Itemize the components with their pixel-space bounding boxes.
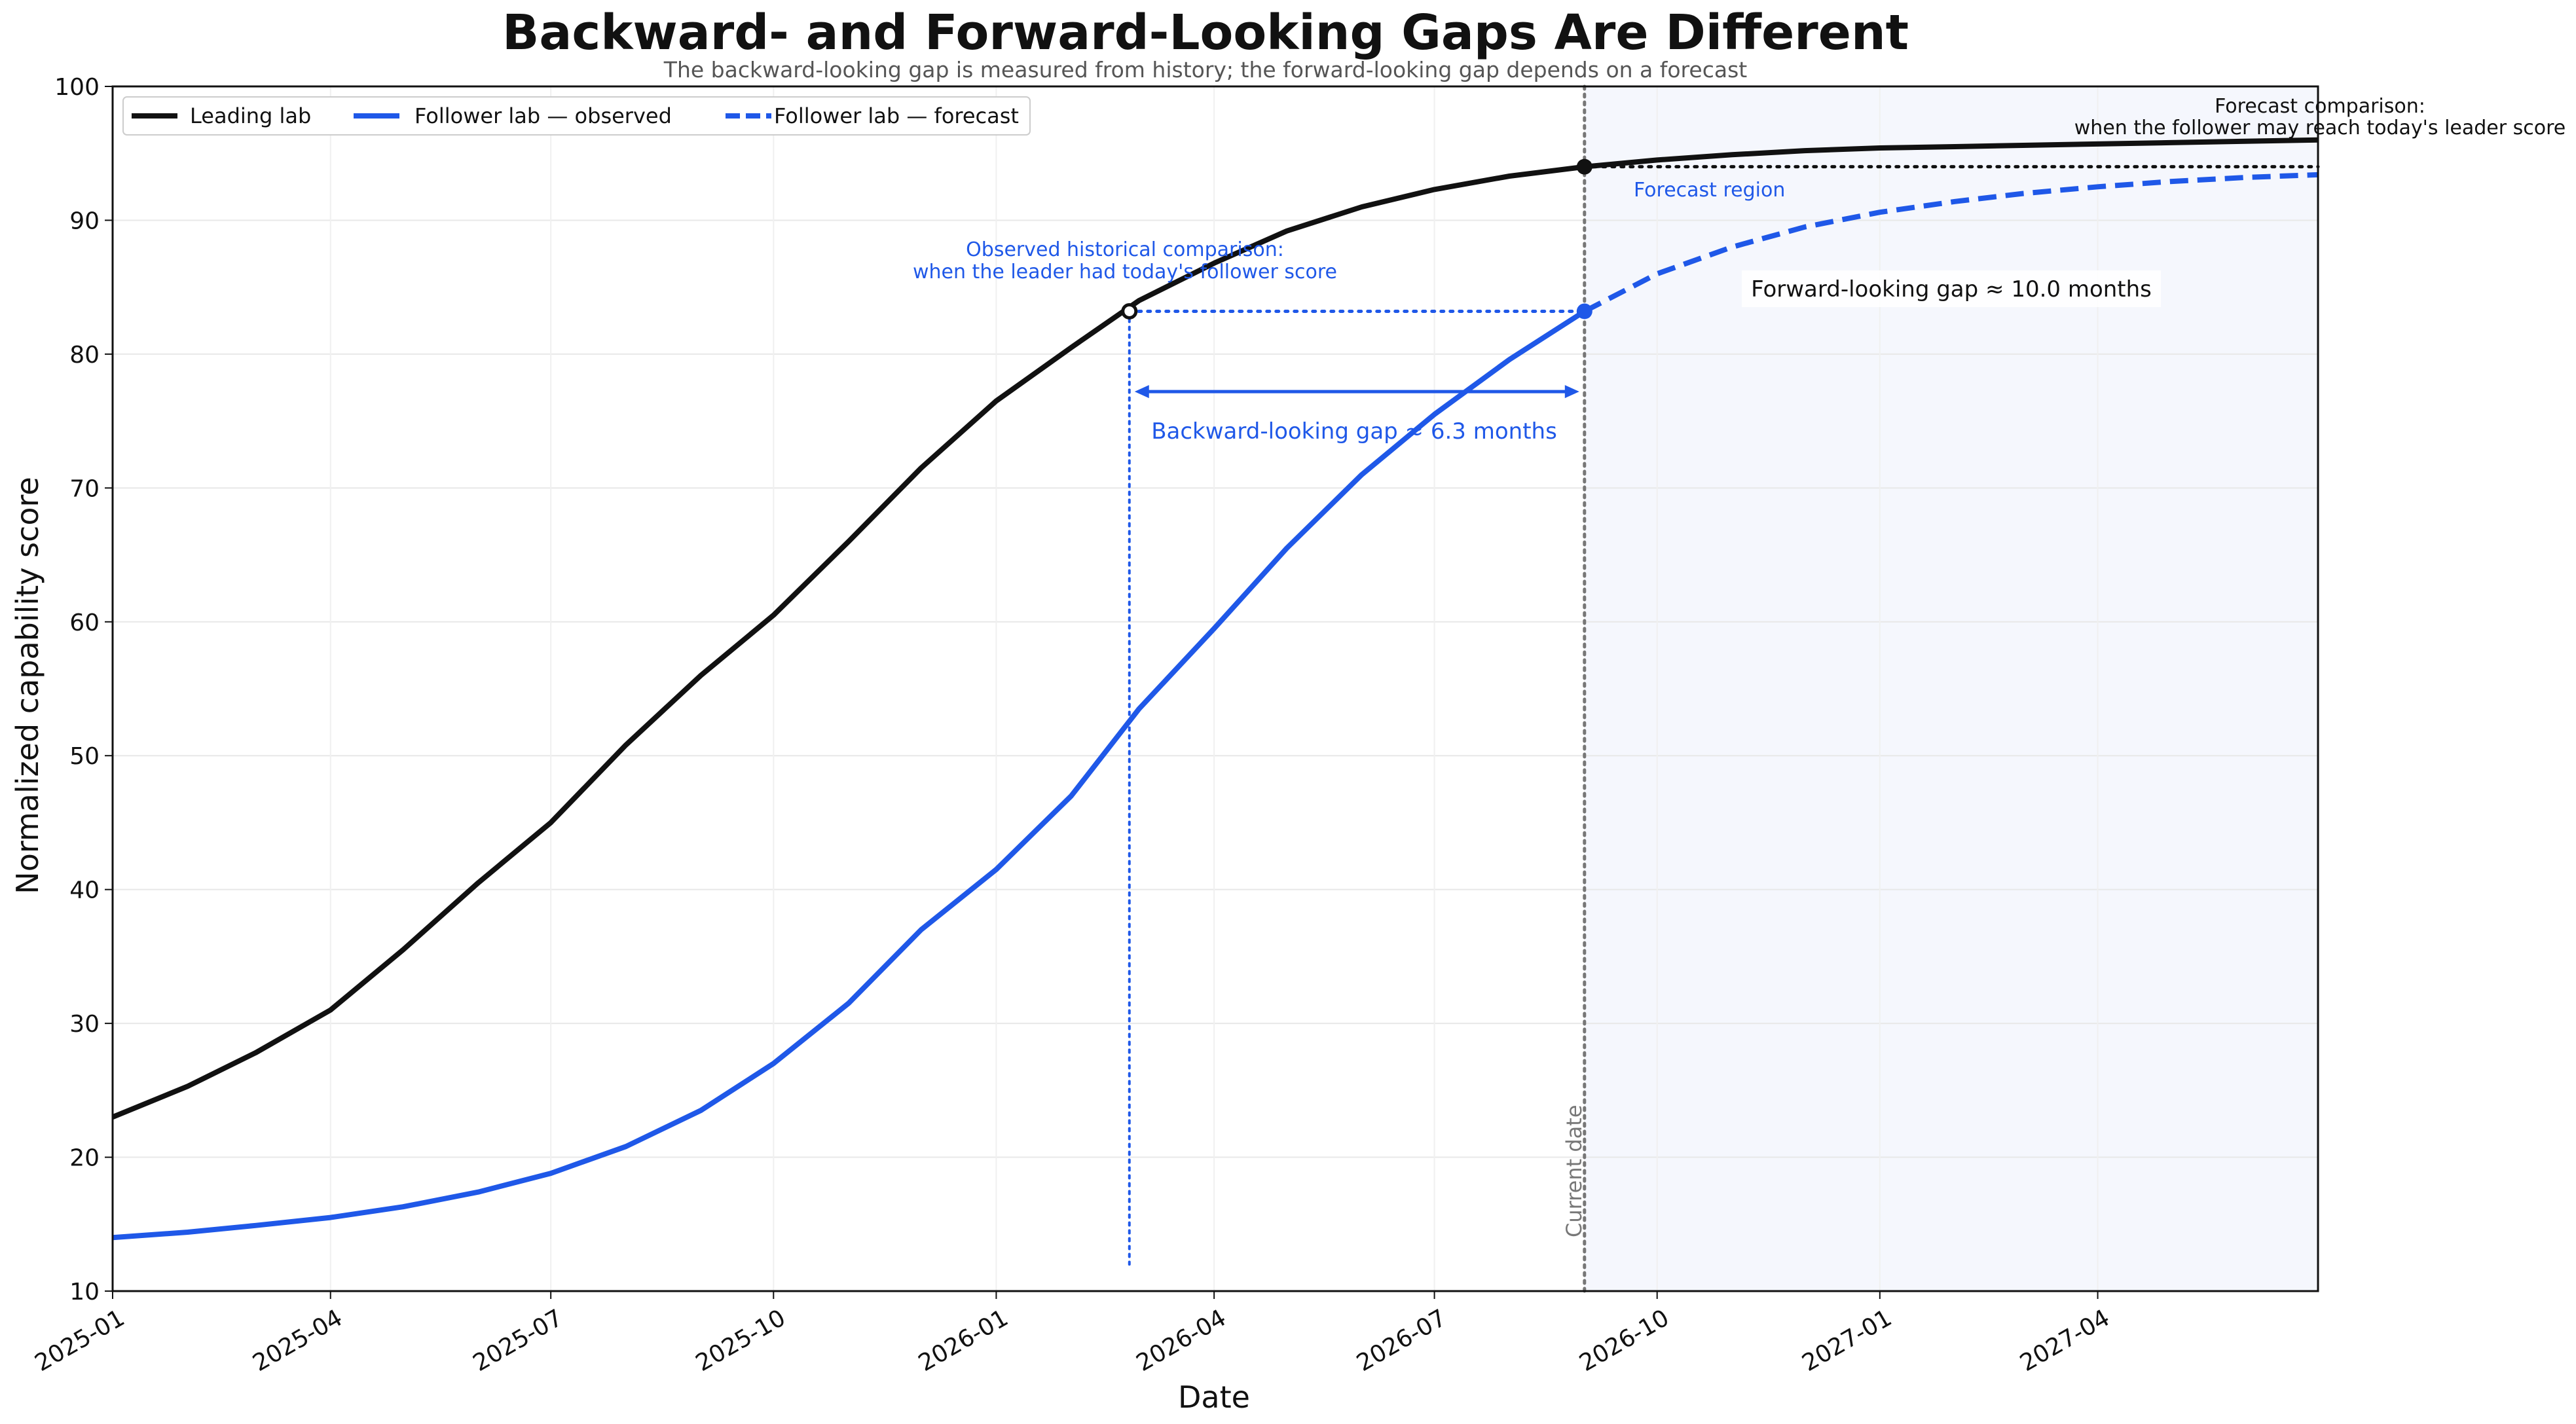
x-tick-label: 2025-07 — [469, 1304, 568, 1377]
leader-current-point — [1576, 158, 1592, 175]
legend-label-follower-observed: Follower lab — observed — [414, 103, 672, 128]
y-axis-label: Normalized capability score — [10, 477, 45, 894]
y-tick-label: 10 — [69, 1279, 100, 1305]
backward-gap-arrowhead-right — [1564, 385, 1579, 399]
y-tick-label: 80 — [69, 342, 100, 369]
forecast-annotation-line1: Forecast comparison: — [2215, 95, 2425, 118]
series-line-2 — [1583, 172, 2319, 314]
forward-gap-label: Forward-looking gap ≈ 10.0 months — [1751, 276, 2152, 302]
plot-frame — [111, 85, 2319, 1292]
legend-label-follower-forecast: Follower lab — forecast — [774, 103, 1019, 128]
forward-gap-label-box — [1742, 270, 2161, 307]
historical-annotation-line2: when the leader had today's follower sco… — [913, 261, 1337, 283]
y-tick-label: 100 — [54, 74, 100, 101]
forecast-region-label: Forecast region — [1634, 179, 1785, 202]
legend: Leading lab Follower lab — observed Foll… — [122, 96, 1031, 136]
x-tick-label: 2026-10 — [1575, 1304, 1674, 1377]
current-date-label: Current date — [1562, 1105, 1587, 1237]
x-tick-label: 2027-04 — [2015, 1304, 2114, 1377]
y-tick-label: 70 — [69, 475, 100, 502]
series-lines — [111, 137, 2319, 1241]
backward-gap-arrowhead-left — [1134, 385, 1149, 399]
series-line-0 — [111, 137, 2319, 1120]
legend-label-leading-lab: Leading lab — [190, 103, 311, 128]
x-tick-label: 2026-01 — [914, 1304, 1013, 1377]
historical-annotation-line1: Observed historical comparison: — [966, 238, 1284, 261]
x-tick-label: 2025-04 — [248, 1304, 347, 1377]
y-tick-label: 60 — [69, 610, 100, 636]
chart-title: Backward- and Forward-Looking Gaps Are D… — [502, 5, 1909, 61]
y-axis-ticks: 10 20 30 40 50 60 70 80 90 100 — [54, 74, 113, 1305]
forecast-region — [1584, 86, 2318, 1291]
x-tick-label: 2026-04 — [1132, 1304, 1231, 1377]
backward-gap-label: Backward-looking gap ≈ 6.3 months — [1151, 418, 1557, 445]
y-tick-label: 50 — [69, 743, 100, 770]
x-tick-label: 2025-01 — [31, 1304, 130, 1377]
follower-current-point — [1576, 303, 1592, 319]
x-tick-label: 2025-10 — [691, 1304, 790, 1377]
historical-comparison-point — [1121, 302, 1138, 319]
x-axis-ticks: 2025-01 2025-04 2025-07 2025-10 2026-01 2026-… — [31, 1291, 2114, 1377]
y-tick-label: 40 — [69, 877, 100, 904]
x-axis-label: Date — [1178, 1379, 1250, 1415]
y-tick-label: 30 — [69, 1011, 100, 1038]
x-tick-label: 2027-01 — [1797, 1304, 1896, 1377]
chart-subtitle: The backward-looking gap is measured fro… — [663, 57, 1747, 82]
forecast-annotation-line2: when the follower may reach today's lead… — [2074, 117, 2566, 139]
legend-box — [122, 96, 1031, 136]
y-tick-label: 90 — [69, 208, 100, 234]
x-tick-label: 2026-07 — [1352, 1304, 1451, 1377]
series-line-1 — [112, 309, 1586, 1241]
y-tick-label: 20 — [69, 1145, 100, 1172]
